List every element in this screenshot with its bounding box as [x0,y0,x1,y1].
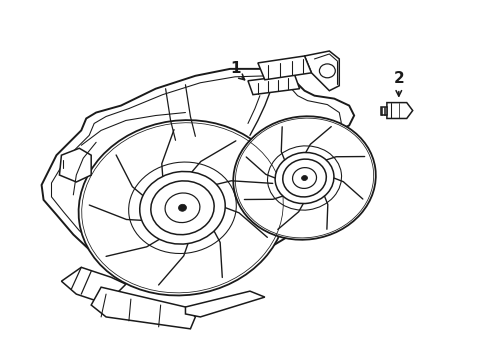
Polygon shape [380,107,386,114]
Ellipse shape [140,171,225,244]
Ellipse shape [165,193,200,222]
Ellipse shape [150,181,214,235]
Text: 1: 1 [229,61,240,76]
Polygon shape [91,287,195,329]
Polygon shape [304,51,339,91]
Ellipse shape [319,64,335,78]
Polygon shape [386,103,412,118]
Polygon shape [61,267,126,304]
Ellipse shape [79,120,286,296]
Ellipse shape [275,153,333,203]
Ellipse shape [233,116,375,240]
Ellipse shape [178,204,186,211]
Ellipse shape [292,168,316,188]
Text: 2: 2 [393,71,404,86]
Polygon shape [41,69,353,279]
Polygon shape [247,75,299,95]
Ellipse shape [282,159,325,197]
Polygon shape [257,56,311,80]
Polygon shape [60,148,91,182]
Ellipse shape [301,176,307,180]
Polygon shape [185,291,264,317]
